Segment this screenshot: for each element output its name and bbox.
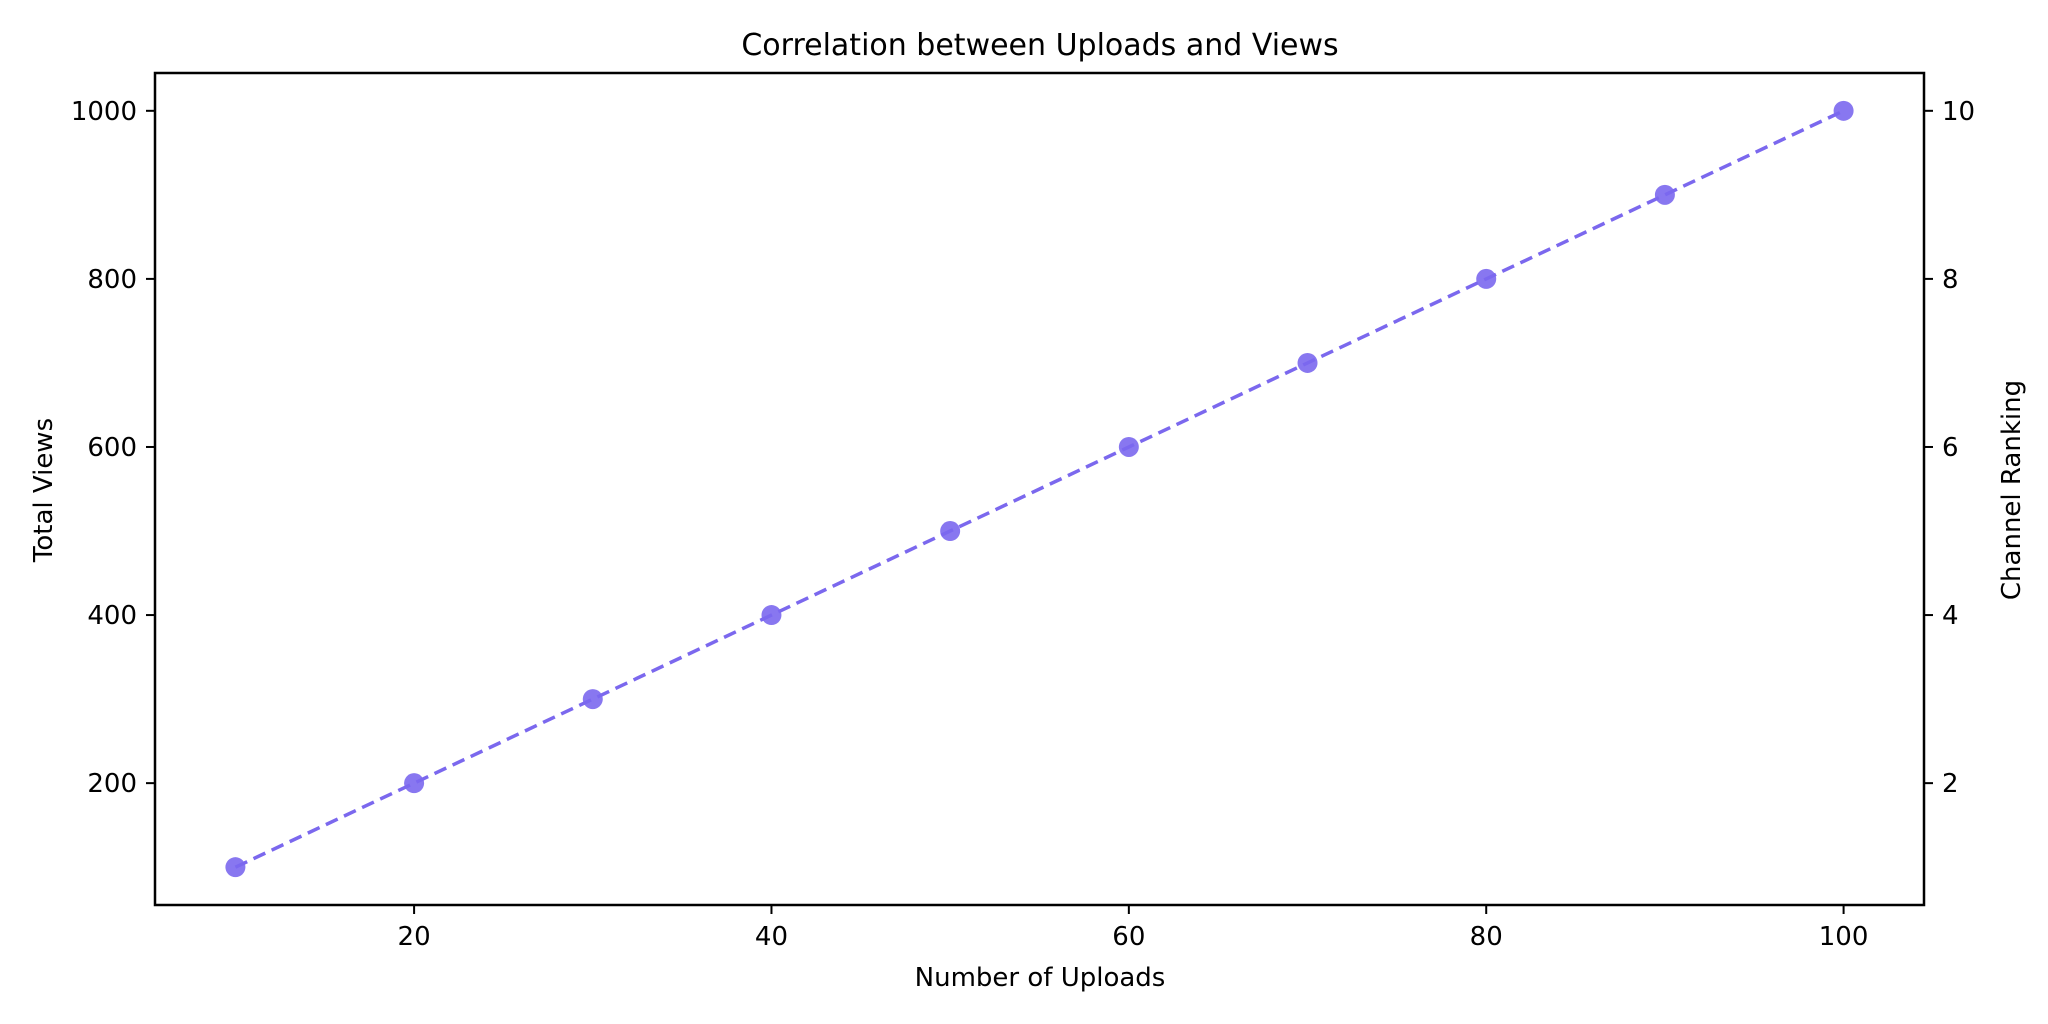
y-tick-label-3: 800 [87,265,137,295]
data-point-0-5 [1118,436,1139,457]
plot-layer [225,100,1854,878]
x-tick-label-0: 20 [398,922,431,952]
y2-tick-label-2: 6 [1942,433,1959,463]
y2-axis-label: Channel Ranking [1997,380,2027,600]
data-point-0-4 [940,521,961,542]
x-tick-label-2: 60 [1112,922,1145,952]
x-tick-label-3: 80 [1470,922,1503,952]
data-point-0-1 [404,773,425,794]
chart-title: Correlation between Uploads and Views [741,28,1338,63]
y-tick-label-2: 600 [87,433,137,463]
y2-tick-label-3: 8 [1942,265,1959,295]
y-axis-label: Total Views [29,418,59,563]
series-line-0 [234,109,1845,869]
x-axis-label: Number of Uploads [915,963,1166,993]
y2-tick-label-4: 10 [1942,97,1975,127]
y-tick-label-0: 200 [87,769,137,799]
data-point-0-8 [1654,184,1675,205]
x-tick-label-4: 100 [1819,922,1869,952]
y-tick-label-4: 1000 [71,97,137,127]
x-tick-label-1: 40 [755,922,788,952]
data-point-0-7 [1476,268,1497,289]
data-point-0-2 [582,689,603,710]
data-point-0-9 [1833,100,1854,121]
axis-ticks-layer: 20 40 60 80 100 200 400 600 800 1000 2 4 6 8 10 [71,97,1975,952]
data-point-0-6 [1297,352,1318,373]
y-tick-label-1: 400 [87,601,137,631]
data-point-0-0 [225,857,246,878]
y2-tick-label-1: 4 [1942,601,1959,631]
plot-frame [153,71,1926,907]
data-point-0-3 [761,605,782,626]
y2-tick-label-0: 2 [1942,769,1959,799]
